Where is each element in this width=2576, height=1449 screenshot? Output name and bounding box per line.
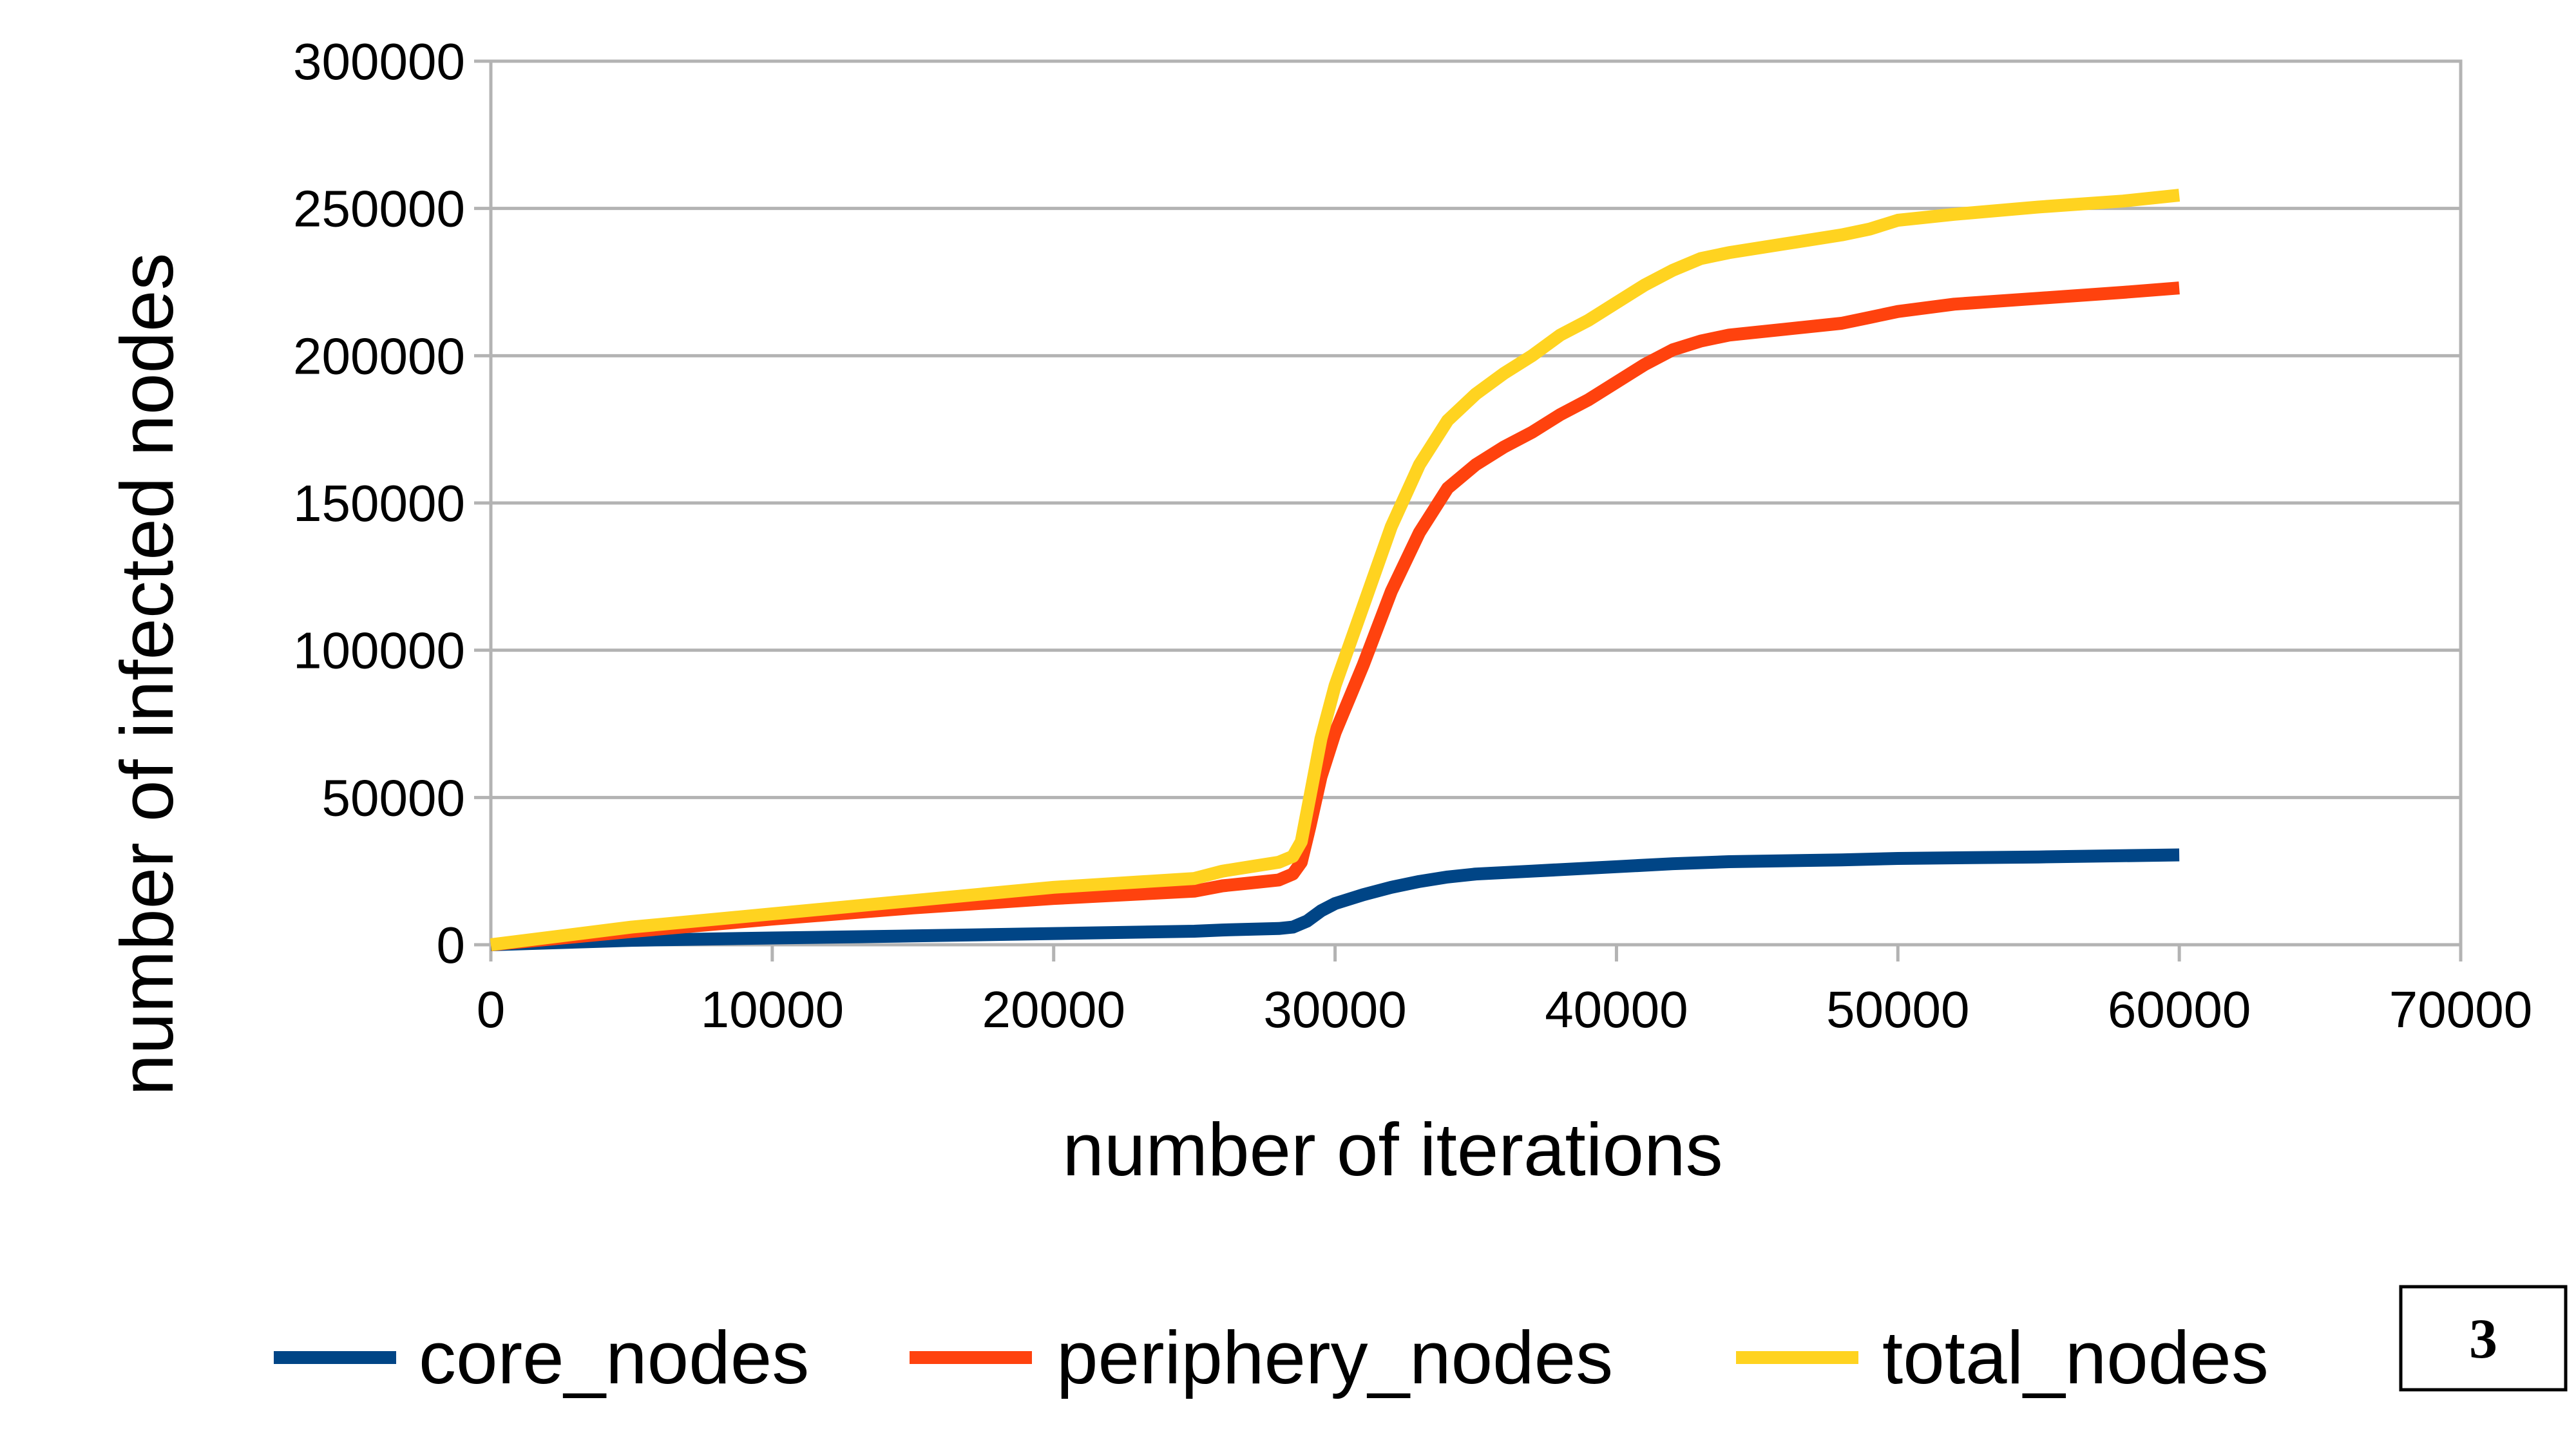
legend-item-core-nodes: core_nodes <box>274 1316 809 1399</box>
legend-label: core_nodes <box>419 1316 809 1399</box>
x-tick-label: 50000 <box>1826 981 1969 1038</box>
series-line-periphery-nodes <box>490 281 2180 951</box>
y-tick-label: 150000 <box>293 475 465 532</box>
series-lines <box>490 189 2180 951</box>
series-line-total-nodes <box>490 189 2180 951</box>
y-tick-label: 300000 <box>293 33 465 90</box>
y-axis-title: number of infected nodes <box>105 252 189 1095</box>
legend-item-total-nodes: total_nodes <box>1736 1316 2269 1399</box>
plot-frame <box>489 59 2463 947</box>
x-tick-label: 70000 <box>2389 981 2532 1038</box>
y-tick-label: 100000 <box>293 622 465 679</box>
page-number-badge: 3 <box>2399 1285 2568 1392</box>
y-tick-label: 50000 <box>322 769 465 826</box>
legend-label: total_nodes <box>1882 1316 2269 1399</box>
x-tick-label: 40000 <box>1545 981 1688 1038</box>
y-tick-label: 250000 <box>293 180 465 238</box>
legend-label: periphery_nodes <box>1056 1316 1613 1399</box>
axes <box>474 59 2463 961</box>
gridlines <box>491 59 2461 799</box>
y-tick-label: 200000 <box>293 327 465 384</box>
tick-labels: 0 50000 100000 150000 200000 250000 300000 0 100… <box>293 33 2532 1038</box>
x-tick-label: 10000 <box>701 981 844 1038</box>
x-axis-title: number of iterations <box>1062 1108 1722 1191</box>
x-tick-label: 60000 <box>2108 981 2251 1038</box>
legend: core_nodes periphery_nodes total_nodes <box>274 1316 2269 1399</box>
badge-text: 3 <box>2469 1308 2497 1370</box>
series-line-core-nodes <box>490 848 2180 951</box>
y-tick-label: 0 <box>437 916 466 974</box>
x-tick-label: 0 <box>477 981 506 1038</box>
badge-box <box>2399 1285 2568 1392</box>
x-tick-label: 30000 <box>1263 981 1406 1038</box>
legend-item-periphery-nodes: periphery_nodes <box>910 1316 1613 1399</box>
x-tick-label: 20000 <box>982 981 1125 1038</box>
